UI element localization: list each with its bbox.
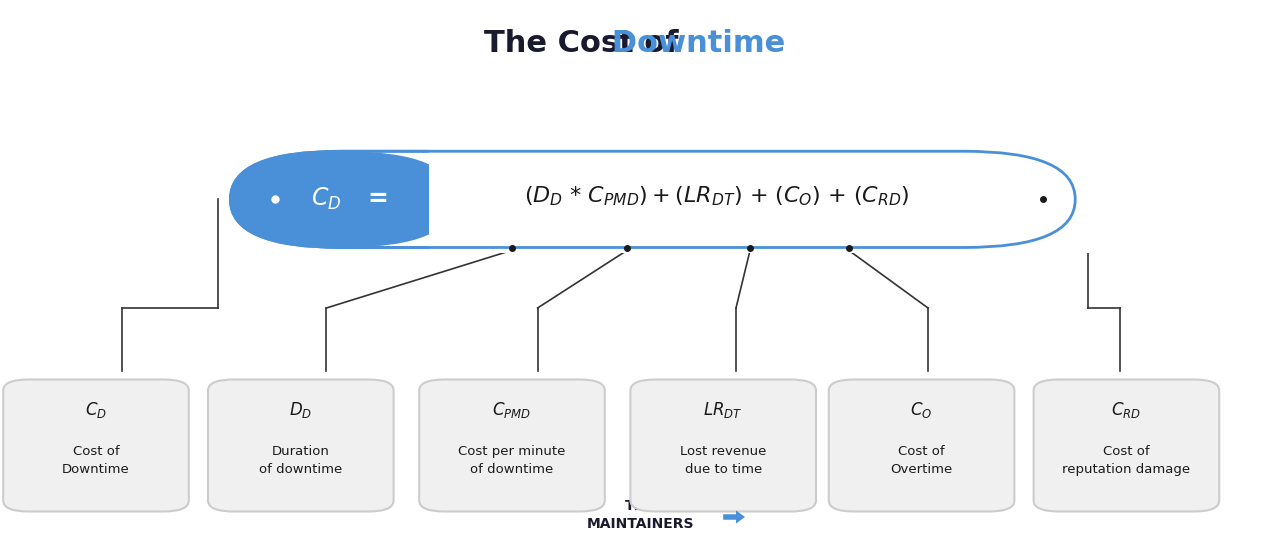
Text: Lost revenue
due to time: Lost revenue due to time bbox=[680, 444, 767, 476]
FancyBboxPatch shape bbox=[420, 379, 605, 512]
FancyBboxPatch shape bbox=[230, 151, 1075, 248]
Text: Cost per minute
of downtime: Cost per minute of downtime bbox=[458, 444, 566, 476]
Text: The Cost of: The Cost of bbox=[484, 30, 796, 58]
Text: Cost of
Downtime: Cost of Downtime bbox=[63, 444, 129, 476]
Text: $C_D$: $C_D$ bbox=[311, 186, 342, 212]
Text: $D_{D}$: $D_{D}$ bbox=[289, 400, 312, 420]
FancyBboxPatch shape bbox=[1034, 379, 1220, 512]
FancyBboxPatch shape bbox=[630, 379, 817, 512]
FancyBboxPatch shape bbox=[207, 379, 394, 512]
FancyBboxPatch shape bbox=[829, 379, 1014, 512]
Text: =: = bbox=[367, 188, 388, 211]
Text: $C_{O}$: $C_{O}$ bbox=[910, 400, 933, 420]
Bar bbox=[429, 146, 1274, 253]
Polygon shape bbox=[723, 510, 745, 524]
Text: $C_{D}$: $C_{D}$ bbox=[84, 400, 108, 420]
Text: $C_{PMD}$: $C_{PMD}$ bbox=[493, 400, 531, 420]
Text: $C_{RD}$: $C_{RD}$ bbox=[1111, 400, 1142, 420]
Text: Duration
of downtime: Duration of downtime bbox=[259, 444, 343, 476]
Text: $(D_{D}$ $*$ $C_{PMD})+(LR_{DT})$ $+$ $(C_{O})$ $+$ $(C_{RD})$: $(D_{D}$ $*$ $C_{PMD})+(LR_{DT})$ $+$ $(… bbox=[524, 185, 910, 208]
Text: Cost of
reputation damage: Cost of reputation damage bbox=[1062, 444, 1190, 476]
Text: $LR_{DT}$: $LR_{DT}$ bbox=[704, 400, 742, 420]
Text: THE
MAINTAINERS: THE MAINTAINERS bbox=[586, 499, 694, 531]
FancyBboxPatch shape bbox=[3, 379, 189, 512]
FancyBboxPatch shape bbox=[230, 151, 454, 248]
Text: Cost of
Overtime: Cost of Overtime bbox=[891, 444, 952, 476]
Text: Downtime: Downtime bbox=[495, 30, 785, 58]
